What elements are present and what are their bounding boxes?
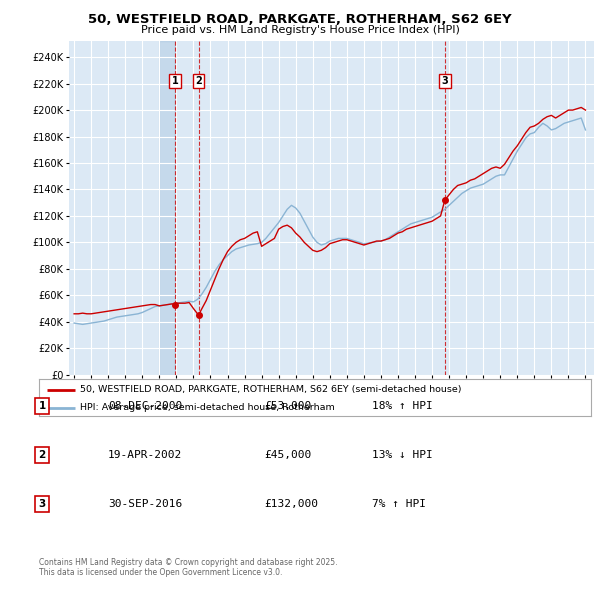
Text: 2: 2 <box>38 450 46 460</box>
Bar <box>160 41 175 375</box>
Text: 50, WESTFIELD ROAD, PARKGATE, ROTHERHAM, S62 6EY: 50, WESTFIELD ROAD, PARKGATE, ROTHERHAM,… <box>88 13 512 26</box>
Text: 50, WESTFIELD ROAD, PARKGATE, ROTHERHAM, S62 6EY (semi-detached house): 50, WESTFIELD ROAD, PARKGATE, ROTHERHAM,… <box>80 385 462 394</box>
Text: Price paid vs. HM Land Registry's House Price Index (HPI): Price paid vs. HM Land Registry's House … <box>140 25 460 35</box>
Text: 1: 1 <box>38 401 46 411</box>
Text: This data is licensed under the Open Government Licence v3.0.: This data is licensed under the Open Gov… <box>39 568 283 576</box>
Text: Contains HM Land Registry data © Crown copyright and database right 2025.: Contains HM Land Registry data © Crown c… <box>39 558 337 566</box>
Text: HPI: Average price, semi-detached house, Rotherham: HPI: Average price, semi-detached house,… <box>80 404 335 412</box>
Text: £132,000: £132,000 <box>264 499 318 509</box>
Text: 3: 3 <box>442 76 448 86</box>
Text: 1: 1 <box>172 76 178 86</box>
Text: 13% ↓ HPI: 13% ↓ HPI <box>372 450 433 460</box>
Text: 08-DEC-2000: 08-DEC-2000 <box>108 401 182 411</box>
Text: 7% ↑ HPI: 7% ↑ HPI <box>372 499 426 509</box>
Text: 30-SEP-2016: 30-SEP-2016 <box>108 499 182 509</box>
Text: 3: 3 <box>38 499 46 509</box>
Text: 2: 2 <box>195 76 202 86</box>
Text: 19-APR-2002: 19-APR-2002 <box>108 450 182 460</box>
Text: 18% ↑ HPI: 18% ↑ HPI <box>372 401 433 411</box>
Text: £45,000: £45,000 <box>264 450 311 460</box>
Text: £53,000: £53,000 <box>264 401 311 411</box>
